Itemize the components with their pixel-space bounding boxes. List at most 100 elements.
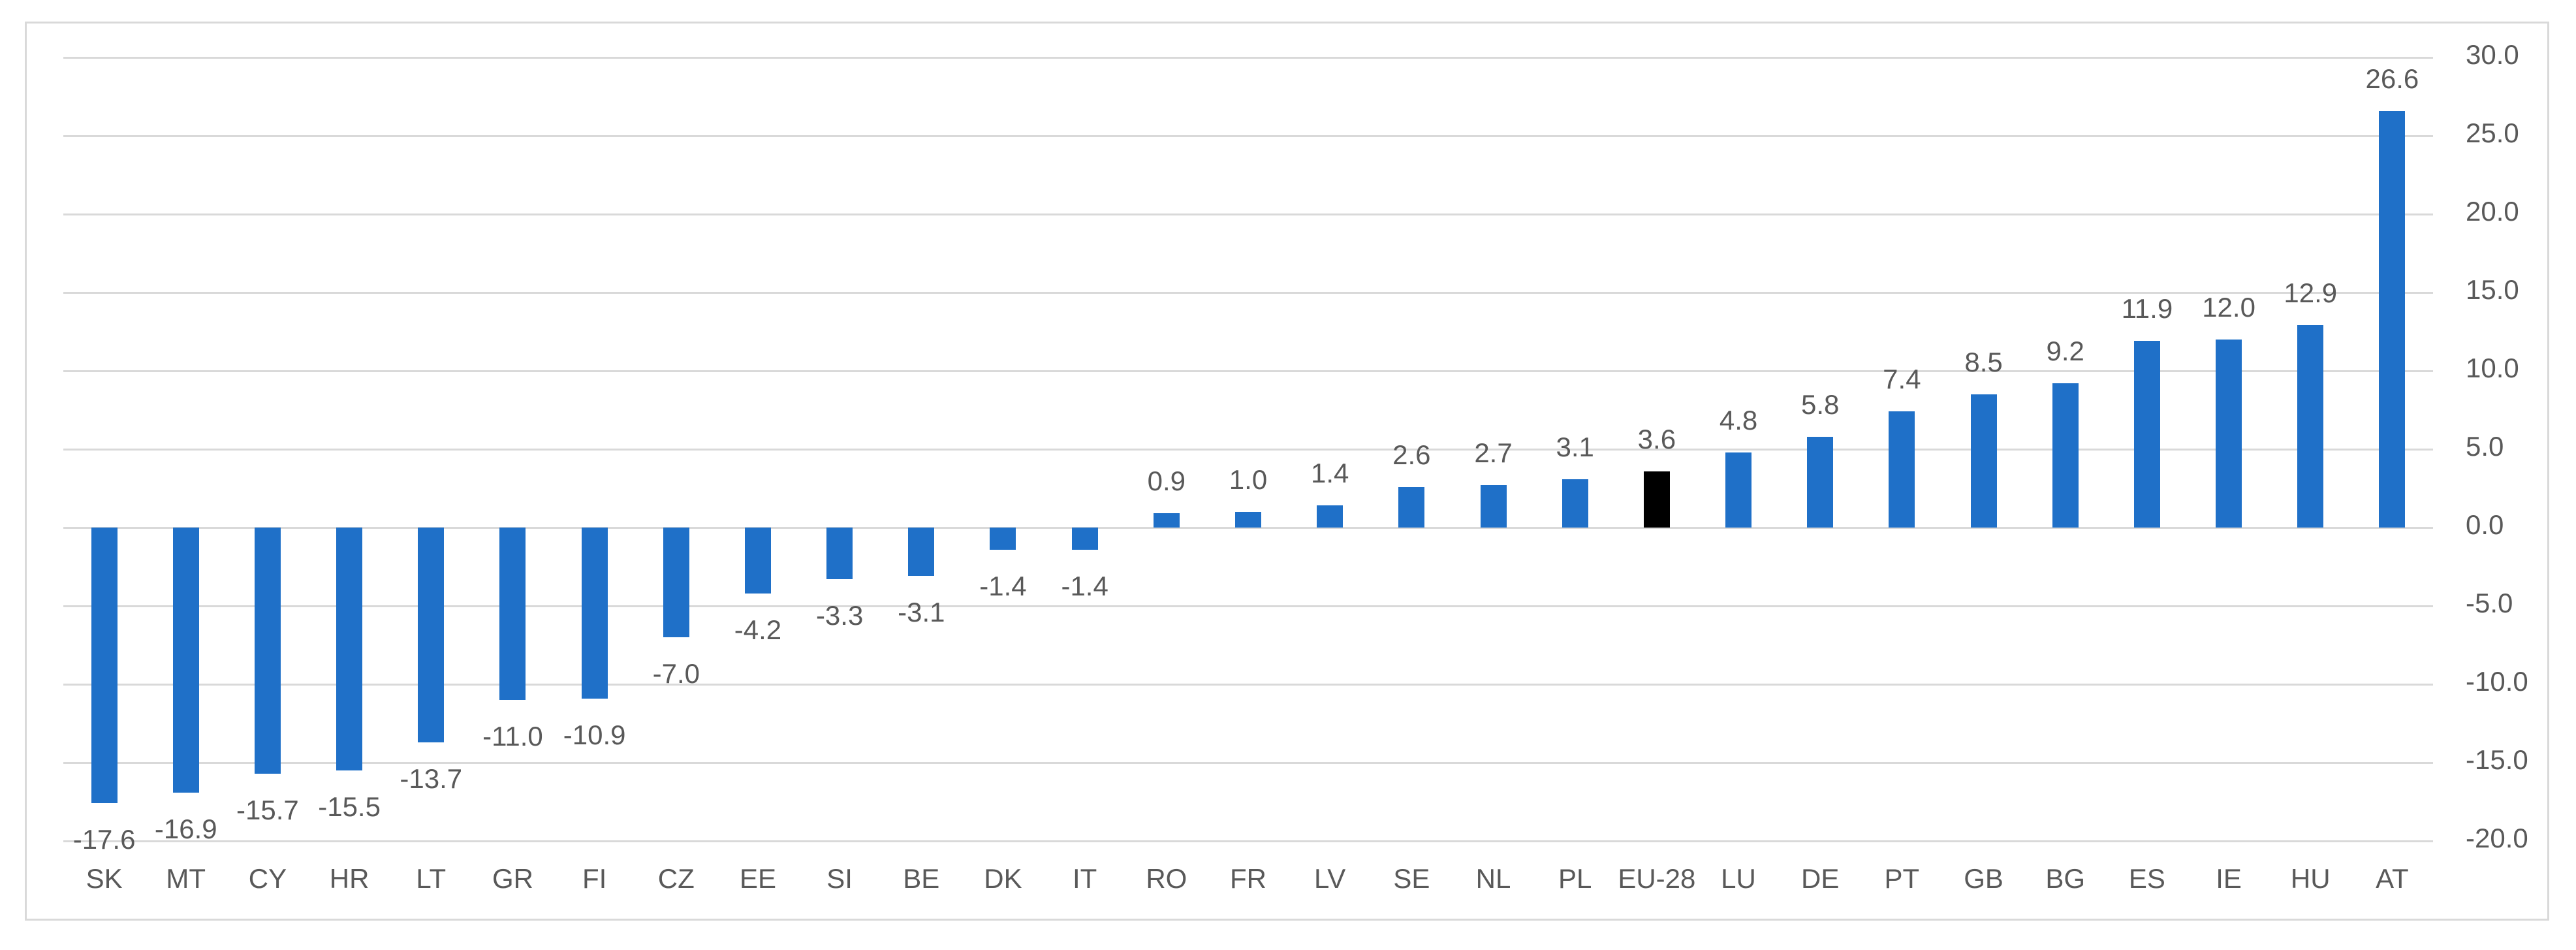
bar-value-label: 1.0 xyxy=(1229,464,1268,495)
gridline xyxy=(63,370,2433,372)
bar-value-label: -4.2 xyxy=(734,614,782,645)
bar-value-label: 8.5 xyxy=(1964,347,2003,377)
bar-at xyxy=(2379,110,2406,528)
bar-value-label: -13.7 xyxy=(400,763,463,794)
x-axis-category-label: CZ xyxy=(657,863,695,894)
bar-value-label: -15.5 xyxy=(318,791,381,822)
bar-value-label: 1.4 xyxy=(1310,458,1349,489)
bar-fr xyxy=(1235,512,1261,528)
x-axis-category-label: PT xyxy=(1884,863,1920,894)
x-axis-category-label: GR xyxy=(492,863,533,894)
chart-plot-border xyxy=(25,22,2549,921)
bar-value-label: -3.3 xyxy=(815,600,864,631)
bar-hr xyxy=(336,528,363,770)
y-axis-tick-label: 15.0 xyxy=(2466,274,2519,305)
bar-pl xyxy=(1562,479,1588,528)
bar-value-label: -1.4 xyxy=(1061,570,1108,601)
x-axis-category-label: MT xyxy=(166,863,206,894)
y-axis-tick-label: -10.0 xyxy=(2466,666,2528,697)
bar-dk xyxy=(990,528,1016,550)
bar-value-label: 2.7 xyxy=(1474,437,1513,469)
bar-value-label: 26.6 xyxy=(2365,63,2419,94)
bar-value-label: 9.2 xyxy=(2046,336,2084,367)
bar-value-label: 12.9 xyxy=(2284,277,2338,309)
bar-de xyxy=(1807,436,1834,528)
bar-value-label: 0.9 xyxy=(1147,466,1186,497)
bar-value-label: 5.8 xyxy=(1801,388,1840,420)
bar-eu-28-highlight xyxy=(1643,471,1670,528)
bar-be xyxy=(908,528,935,577)
gridline xyxy=(63,214,2433,215)
zero-gridline xyxy=(63,527,2433,529)
gridline xyxy=(63,605,2433,607)
y-axis-tick-label: 0.0 xyxy=(2466,509,2504,540)
gridline xyxy=(63,684,2433,686)
x-axis-category-label: BG xyxy=(2045,863,2086,894)
y-axis-tick-label: 20.0 xyxy=(2466,196,2519,227)
x-axis-category-label: HR xyxy=(329,863,369,894)
bar-value-label: -15.7 xyxy=(236,794,299,825)
bar-nl xyxy=(1480,485,1507,528)
bar-value-label: 7.4 xyxy=(1883,364,1921,395)
bar-lt xyxy=(418,528,445,742)
y-axis-tick-label: 10.0 xyxy=(2466,353,2519,383)
bar-es xyxy=(2133,341,2160,528)
gridline xyxy=(63,57,2433,59)
bar-mt xyxy=(172,528,199,793)
bar-value-label: -17.6 xyxy=(72,824,136,855)
bar-sk xyxy=(91,528,118,804)
y-axis-tick-label: -5.0 xyxy=(2466,588,2513,618)
x-axis-category-label: LU xyxy=(1721,863,1756,894)
x-axis-category-label: IT xyxy=(1072,863,1097,894)
gridline xyxy=(63,762,2433,764)
y-axis-tick-label: -15.0 xyxy=(2466,744,2528,775)
x-axis-category-label: FI xyxy=(582,863,607,894)
x-axis-category-label: LT xyxy=(416,863,447,894)
gridline xyxy=(63,135,2433,137)
bar-gb xyxy=(1970,394,1997,528)
x-axis-category-label: HU xyxy=(2290,863,2331,894)
bar-bg xyxy=(2052,383,2079,528)
gridline xyxy=(63,449,2433,451)
x-axis-category-label: SK xyxy=(86,863,123,894)
bar-gr xyxy=(499,528,526,700)
x-axis-category-label: ES xyxy=(2128,863,2165,894)
bar-value-label: -3.1 xyxy=(898,597,945,628)
bar-se xyxy=(1398,486,1425,528)
x-axis-category-label: AT xyxy=(2376,863,2409,894)
y-axis-tick-label: -20.0 xyxy=(2466,823,2528,853)
bar-fi xyxy=(581,528,608,699)
bar-value-label: 11.9 xyxy=(2121,293,2173,325)
gridline xyxy=(63,840,2433,842)
bar-value-label: -7.0 xyxy=(652,658,700,689)
x-axis-category-label: EU-28 xyxy=(1618,863,1696,894)
x-axis-category-label: NL xyxy=(1475,863,1511,894)
bar-cy xyxy=(254,528,281,774)
bar-ee xyxy=(744,528,771,594)
bar-value-label: -11.0 xyxy=(482,721,543,752)
gridline xyxy=(63,292,2433,294)
bar-value-label: -16.9 xyxy=(154,813,217,844)
x-axis-category-label: BE xyxy=(903,863,940,894)
x-axis-category-label: IE xyxy=(2216,863,2242,894)
x-axis-category-label: DK xyxy=(984,863,1022,894)
bar-ie xyxy=(2216,340,2242,528)
x-axis-category-label: PL xyxy=(1558,863,1592,894)
bar-ro xyxy=(1153,513,1180,528)
y-axis-tick-label: 30.0 xyxy=(2466,39,2519,70)
x-axis-category-label: SI xyxy=(826,863,853,894)
bar-cz xyxy=(663,528,689,637)
x-axis-category-label: RO xyxy=(1146,863,1187,894)
bar-it xyxy=(1071,528,1098,550)
bar-hu xyxy=(2297,325,2324,528)
x-axis-category-label: FR xyxy=(1230,863,1266,894)
bar-lv xyxy=(1317,505,1343,528)
bar-value-label: 12.0 xyxy=(2202,292,2255,323)
bar-value-label: 2.6 xyxy=(1392,439,1431,470)
y-axis-tick-label: 5.0 xyxy=(2466,431,2504,462)
